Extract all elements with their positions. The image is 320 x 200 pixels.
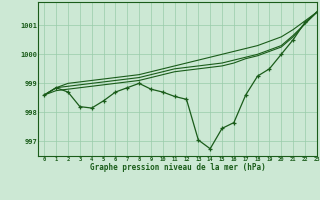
X-axis label: Graphe pression niveau de la mer (hPa): Graphe pression niveau de la mer (hPa) [90,163,266,172]
